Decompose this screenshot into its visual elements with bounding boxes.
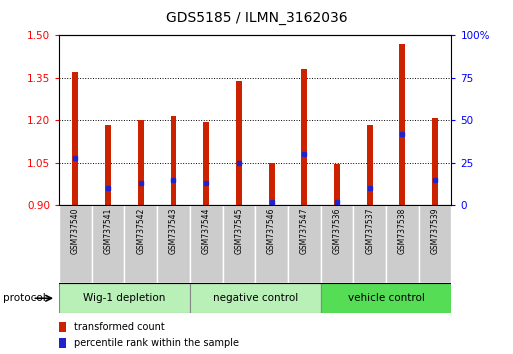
Text: Wig-1 depletion: Wig-1 depletion xyxy=(83,293,166,303)
Text: GDS5185 / ILMN_3162036: GDS5185 / ILMN_3162036 xyxy=(166,11,347,25)
Text: GSM737543: GSM737543 xyxy=(169,208,178,254)
Bar xyxy=(367,125,372,205)
Bar xyxy=(321,205,353,283)
Text: GSM737536: GSM737536 xyxy=(332,208,342,254)
Bar xyxy=(59,205,92,283)
Bar xyxy=(59,322,66,332)
Bar xyxy=(190,283,321,313)
Bar xyxy=(92,205,125,283)
Text: GSM737545: GSM737545 xyxy=(234,208,243,254)
Text: GSM737542: GSM737542 xyxy=(136,208,145,254)
Text: GSM737541: GSM737541 xyxy=(104,208,112,254)
Text: protocol: protocol xyxy=(3,293,45,303)
Bar xyxy=(432,118,438,205)
Bar xyxy=(288,205,321,283)
Bar xyxy=(400,44,405,205)
Bar xyxy=(321,283,451,313)
Text: GSM737539: GSM737539 xyxy=(430,208,440,254)
Bar xyxy=(269,163,274,205)
Bar xyxy=(419,205,451,283)
Bar xyxy=(124,205,157,283)
Bar xyxy=(72,72,78,205)
Bar xyxy=(59,338,66,348)
Text: percentile rank within the sample: percentile rank within the sample xyxy=(74,338,239,348)
Bar xyxy=(386,205,419,283)
Text: negative control: negative control xyxy=(212,293,298,303)
Text: GSM737546: GSM737546 xyxy=(267,208,276,254)
Text: transformed count: transformed count xyxy=(74,322,165,332)
Text: GSM737540: GSM737540 xyxy=(71,208,80,254)
Bar xyxy=(138,120,144,205)
Bar xyxy=(59,283,190,313)
Text: vehicle control: vehicle control xyxy=(348,293,424,303)
Text: GSM737537: GSM737537 xyxy=(365,208,374,254)
Text: GSM737547: GSM737547 xyxy=(300,208,309,254)
Bar xyxy=(236,81,242,205)
Text: GSM737538: GSM737538 xyxy=(398,208,407,254)
Bar xyxy=(301,69,307,205)
Text: GSM737544: GSM737544 xyxy=(202,208,211,254)
Bar xyxy=(223,205,255,283)
Bar xyxy=(170,116,176,205)
Bar xyxy=(353,205,386,283)
Bar xyxy=(157,205,190,283)
Bar xyxy=(334,164,340,205)
Bar xyxy=(255,205,288,283)
Bar xyxy=(190,205,223,283)
Bar xyxy=(203,122,209,205)
Bar xyxy=(105,125,111,205)
